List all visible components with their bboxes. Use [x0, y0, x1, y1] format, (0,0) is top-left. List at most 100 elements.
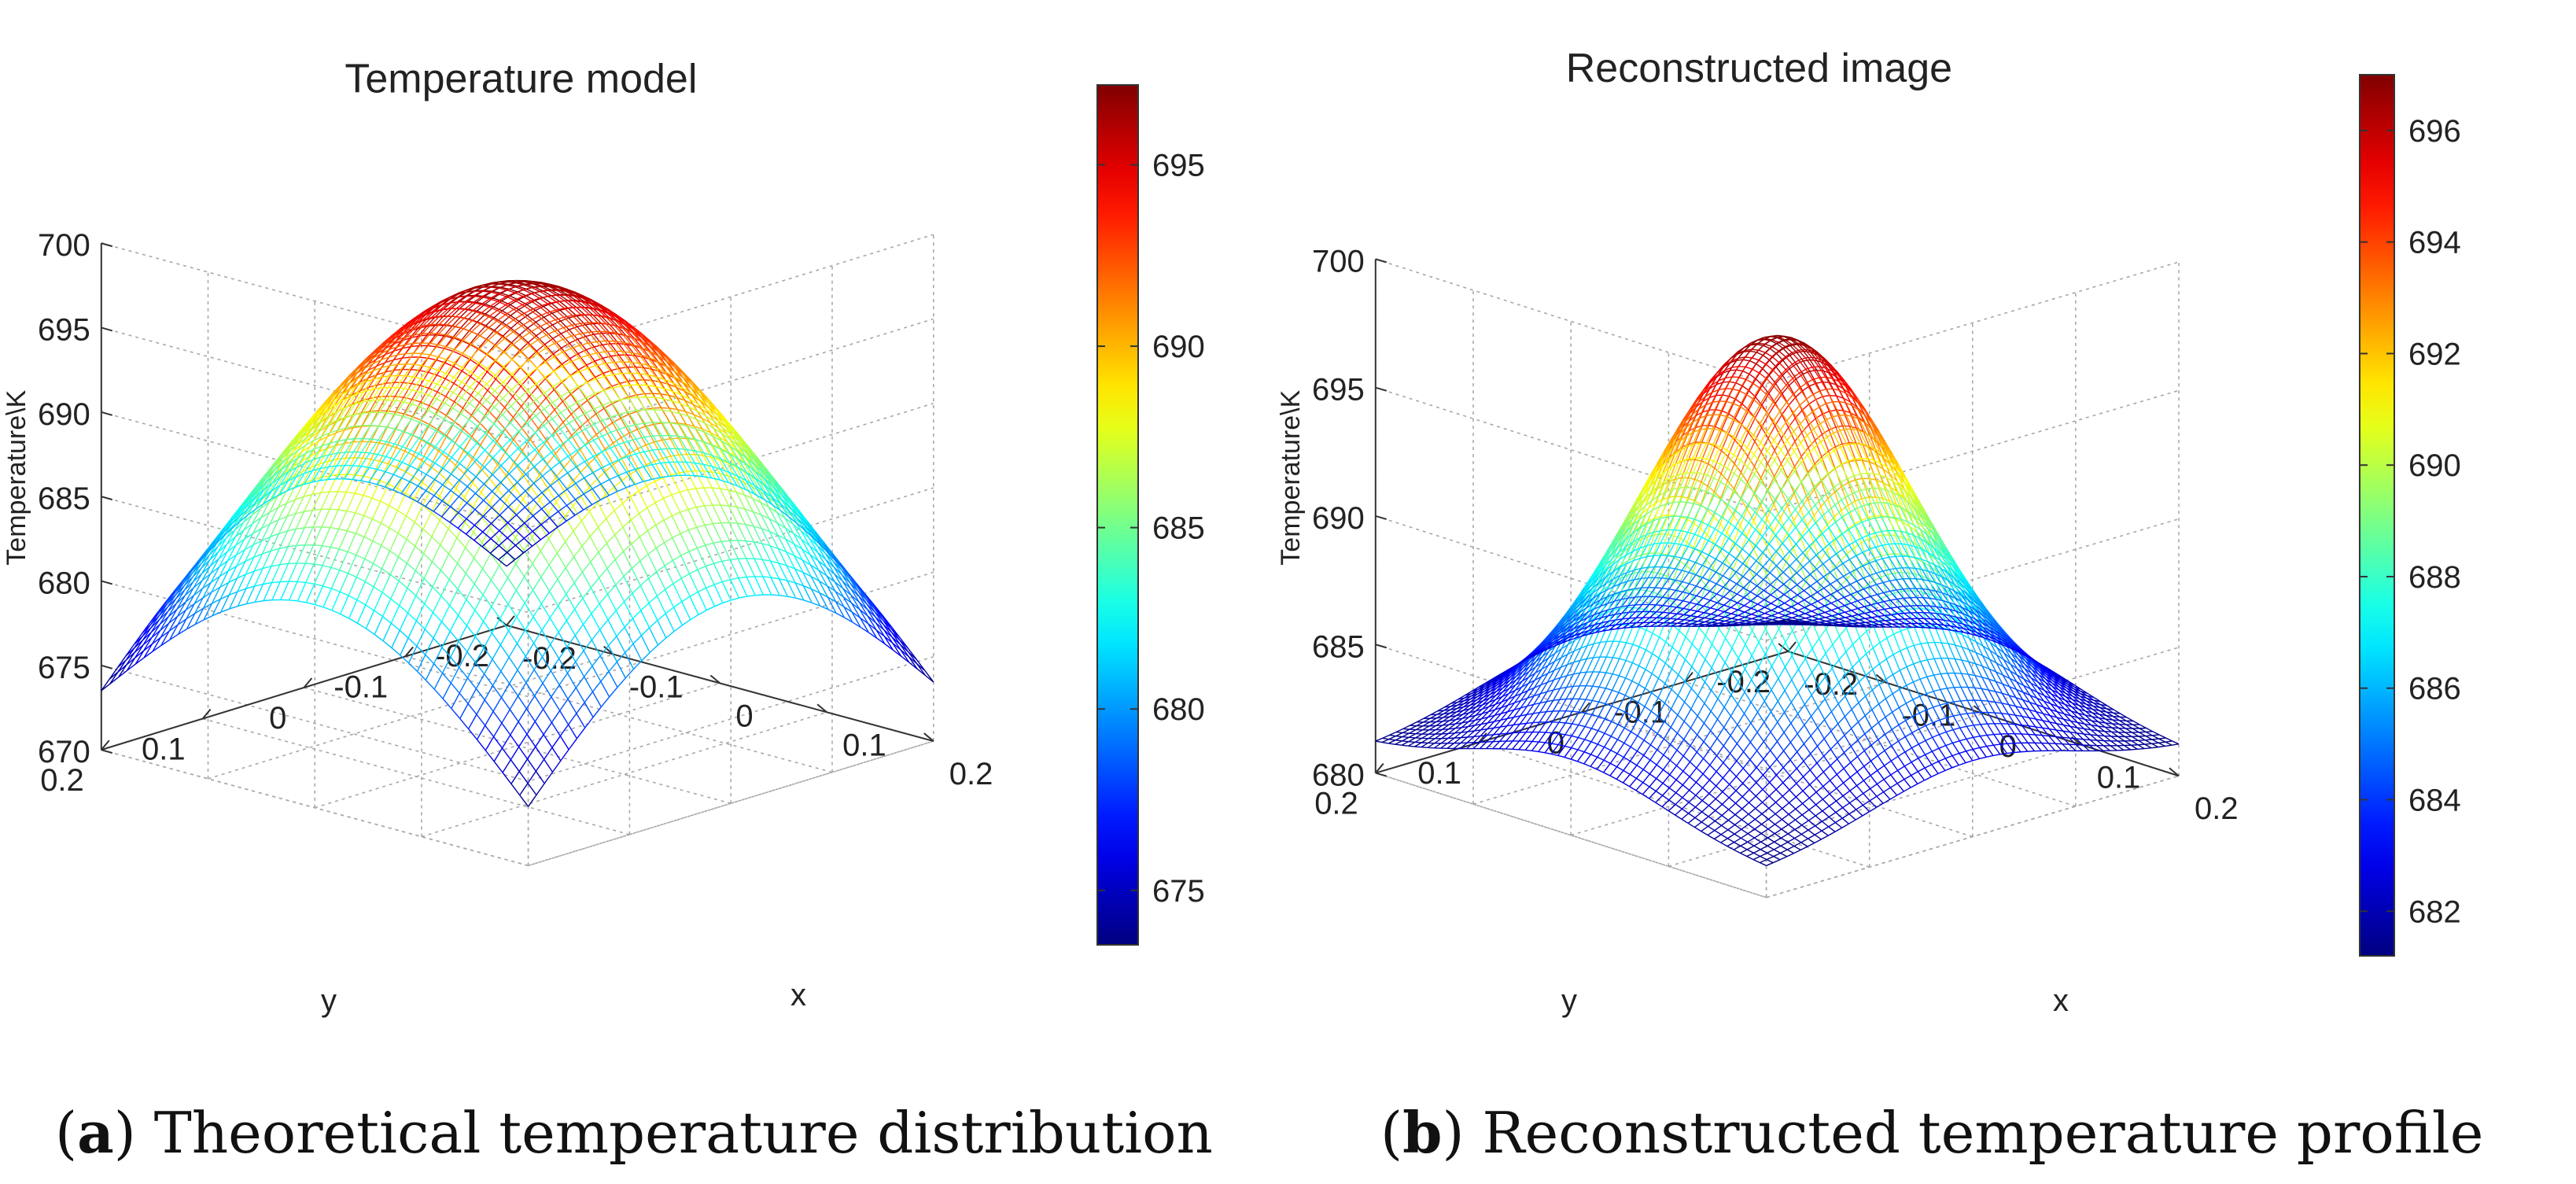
x-tick — [709, 674, 721, 684]
mesh-line — [501, 300, 510, 306]
mesh-line — [559, 301, 569, 309]
mesh-line — [511, 358, 521, 367]
mesh-line — [713, 435, 722, 442]
mesh-line — [463, 459, 474, 474]
mesh-line — [661, 448, 670, 450]
z-tick-label: 670 — [38, 735, 90, 769]
mesh-line — [510, 320, 520, 329]
mesh-line — [431, 520, 440, 537]
mesh-line — [581, 301, 591, 304]
mesh-line — [680, 551, 690, 556]
mesh-line — [629, 468, 639, 475]
mesh-line — [201, 555, 210, 569]
mesh-line — [637, 373, 647, 386]
mesh-line — [421, 439, 431, 446]
mesh-line — [411, 385, 421, 400]
mesh-line — [521, 309, 531, 315]
mesh-line — [331, 588, 341, 592]
mesh-line — [772, 479, 783, 490]
mesh-line — [602, 416, 612, 421]
mesh-line — [466, 677, 477, 689]
mesh-line — [480, 323, 489, 329]
mesh-line — [584, 324, 595, 335]
mesh-line — [435, 430, 444, 437]
mesh-line — [514, 524, 525, 538]
mesh-line — [662, 458, 672, 475]
mesh-line — [656, 571, 666, 590]
mesh-line — [448, 297, 458, 301]
mesh-line — [515, 550, 525, 564]
mesh-line — [587, 394, 596, 401]
mesh-line — [559, 439, 569, 447]
mesh-line — [632, 635, 642, 644]
mesh-line — [769, 531, 779, 536]
mesh-line — [778, 562, 787, 566]
mesh-line — [381, 592, 392, 599]
mesh-line — [428, 374, 437, 389]
mesh-line — [802, 559, 812, 577]
mesh-line — [418, 426, 429, 439]
mesh-line — [348, 599, 358, 619]
mesh-line — [859, 609, 869, 625]
mesh-line — [698, 389, 709, 400]
mesh-line — [875, 629, 885, 637]
mesh-line — [722, 599, 732, 604]
mesh-line — [378, 399, 389, 413]
mesh-line — [552, 337, 562, 349]
mesh-line — [461, 397, 470, 404]
mesh-line — [226, 537, 236, 545]
mesh-line — [373, 586, 383, 593]
mesh-line — [295, 496, 304, 515]
grid-line — [404, 655, 833, 773]
mesh-line — [514, 544, 525, 554]
mesh-line — [693, 414, 703, 430]
mesh-line — [761, 543, 772, 562]
mesh-line — [681, 619, 691, 626]
mesh-line — [603, 387, 613, 391]
mesh-line — [761, 528, 771, 547]
mesh-line — [459, 666, 469, 679]
mesh-line — [617, 343, 628, 356]
mesh-line — [413, 363, 422, 367]
mesh-line — [236, 561, 246, 567]
mesh-line — [793, 533, 802, 540]
mesh-line — [407, 612, 417, 622]
mesh-line — [498, 537, 508, 546]
mesh-line — [555, 444, 565, 455]
mesh-line — [363, 497, 373, 516]
mesh-line — [460, 430, 470, 437]
mesh-line — [484, 449, 494, 459]
mesh-line — [418, 410, 429, 423]
mesh-line — [673, 607, 684, 626]
mesh-line — [433, 688, 444, 699]
mesh-line — [440, 302, 449, 306]
mesh-line — [260, 511, 270, 518]
mesh-line — [370, 399, 381, 413]
mesh-line — [703, 487, 713, 506]
mesh-line — [555, 491, 566, 503]
mesh-line — [473, 290, 483, 297]
mesh-line — [655, 367, 665, 372]
mesh-line — [331, 395, 341, 403]
mesh-line — [346, 414, 356, 418]
mesh-line — [396, 375, 406, 389]
mesh-line — [567, 472, 577, 484]
mesh-line — [135, 650, 144, 658]
mesh-line — [626, 344, 636, 347]
mesh-line — [505, 308, 514, 315]
mesh-line — [488, 316, 497, 322]
mesh-line — [406, 322, 416, 331]
mesh-line — [686, 448, 696, 452]
mesh-line — [268, 496, 278, 513]
mesh-line — [577, 353, 588, 366]
mesh-line — [527, 389, 537, 400]
mesh-line — [269, 519, 279, 525]
mesh-line — [374, 592, 383, 611]
mesh-line — [466, 662, 477, 679]
mesh-line — [591, 613, 601, 630]
mesh-line — [453, 366, 463, 372]
mesh-line — [512, 406, 522, 418]
mesh-line — [757, 457, 767, 469]
mesh-line — [576, 450, 585, 463]
mesh-line — [438, 472, 448, 481]
